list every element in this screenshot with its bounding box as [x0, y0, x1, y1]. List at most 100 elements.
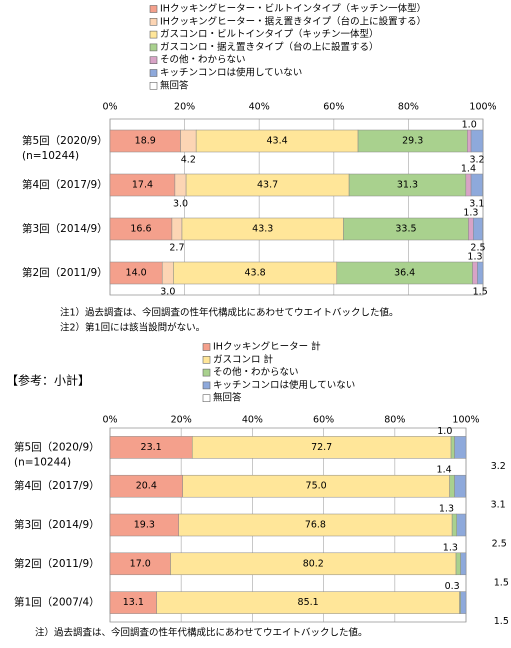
bar-segment: [473, 217, 483, 241]
bar-segment: [171, 217, 183, 241]
category-label: 第2回（2011/9）: [22, 266, 108, 279]
legend-swatch: [149, 82, 158, 90]
legend-swatch: [149, 5, 158, 13]
value-label: 17.0: [130, 558, 151, 569]
legend-label: その他・わからない: [160, 54, 246, 66]
bar-segment: [470, 173, 483, 197]
value-label: 4.2: [181, 155, 196, 166]
value-label: 1.5: [494, 577, 509, 588]
bar-segment: [449, 474, 455, 498]
x-tick-label: 40%: [249, 102, 270, 113]
value-label: 36.4: [394, 268, 415, 279]
x-tick-label: 0%: [102, 102, 117, 113]
bar-segment: [451, 513, 457, 537]
legend-swatch: [149, 30, 158, 39]
bar-segment: [465, 173, 472, 197]
value-label: 23.1: [141, 442, 162, 453]
value-label: 76.8: [305, 520, 326, 531]
legend-swatch: [202, 381, 211, 390]
legend-swatch: [149, 56, 158, 65]
value-label: 43.7: [257, 180, 278, 191]
legend-label: 無回答: [160, 79, 189, 91]
legend-label: その他・わからない: [213, 366, 299, 378]
x-tick-label: 80%: [398, 102, 419, 113]
value-label: 14.0: [126, 268, 147, 279]
note: 注2）第1回には該当設問がない。: [60, 322, 205, 334]
value-label: 3.0: [173, 199, 188, 210]
value-label: 1.0: [462, 120, 477, 131]
category-label: 第2回（2011/9）: [14, 557, 100, 570]
value-label: 2.5: [492, 539, 507, 550]
value-label: 3.1: [469, 199, 484, 210]
bar-segment: [460, 591, 467, 614]
value-label: 3.2: [491, 461, 506, 472]
value-label: 1.4: [437, 465, 452, 476]
value-label: 1.3: [443, 542, 458, 553]
value-label: 3.1: [491, 500, 506, 511]
bar-segment: [477, 261, 484, 285]
legend-swatch: [149, 43, 158, 52]
value-label: 19.3: [134, 520, 155, 531]
x-tick-label: 20%: [171, 415, 192, 426]
x-tick-label: 0%: [102, 415, 117, 426]
value-label: 43.4: [267, 136, 288, 147]
note: 注）過去調査は、今回調査の性年代構成比にあわせてウエイトバックした値。: [35, 627, 368, 639]
legend-label: IHクッキングヒーター 計: [213, 341, 321, 353]
bar-segment: [454, 436, 467, 459]
value-label: 43.8: [245, 268, 266, 279]
bar-segment: [174, 173, 187, 197]
value-label: 85.1: [298, 597, 319, 608]
value-label: 16.6: [130, 224, 151, 235]
value-label: 43.3: [252, 224, 273, 235]
bar-segment: [456, 513, 466, 537]
value-label: 31.3: [397, 180, 418, 191]
legend-swatch: [202, 394, 211, 403]
bar-segment: [161, 261, 174, 285]
bar-segment: [455, 552, 461, 576]
legend-label: ガスコンロ 計: [213, 353, 274, 365]
value-label: 1.0: [437, 426, 452, 437]
value-label: 75.0: [306, 481, 327, 492]
x-tick-label: 60%: [323, 102, 344, 113]
value-label: 20.4: [136, 481, 157, 492]
legend-swatch: [202, 368, 211, 377]
value-label: 3.0: [160, 287, 175, 298]
value-label: 2.5: [470, 243, 485, 254]
legend-label: キッチンコンロは使用していない: [213, 379, 355, 391]
value-label: 1.5: [473, 287, 488, 298]
bar-segment: [467, 129, 472, 153]
bar-segment: [470, 129, 484, 153]
plot-frame: [109, 118, 484, 296]
x-tick-label: 100%: [469, 102, 496, 113]
value-label: 13.1: [123, 597, 144, 608]
legend-swatch: [202, 355, 211, 364]
category-label: 第5回（2020/9）: [22, 134, 108, 147]
category-label: 第4回（2017/9）: [14, 479, 100, 492]
legend-label: IHクッキングヒーター・ビルトインタイプ（キッチン一体型）: [160, 3, 426, 15]
value-label: 3.2: [469, 155, 484, 166]
value-label: 1.3: [467, 252, 482, 263]
legend-label: IHクッキングヒーター・据え置きタイプ（台の上に設置する）: [160, 15, 426, 27]
legend-swatch: [149, 17, 158, 26]
x-tick-label: 20%: [174, 102, 195, 113]
value-label: 80.2: [303, 558, 324, 569]
legend-swatch: [202, 343, 211, 351]
value-label: 0.3: [445, 581, 460, 592]
value-label: 1.3: [463, 208, 478, 219]
bar-segment: [460, 552, 467, 576]
chart-title: 【参考：小計】: [6, 373, 90, 388]
value-label: 1.5: [494, 616, 509, 627]
category-label: 第5回（2020/9）: [14, 440, 100, 453]
x-tick-label: 80%: [384, 415, 405, 426]
legend-label: ガスコンロ・据え置きタイプ（台の上に設置する）: [160, 41, 379, 53]
x-tick-label: 60%: [313, 415, 334, 426]
bar-segment: [472, 261, 478, 285]
value-label: 17.4: [132, 180, 153, 191]
value-label: 33.5: [395, 224, 416, 235]
x-tick-label: 40%: [242, 415, 263, 426]
value-label: 29.3: [402, 136, 423, 147]
category-label: 第1回（2007/4）: [14, 596, 100, 609]
bar-segment: [180, 129, 197, 153]
value-label: 2.7: [169, 243, 184, 254]
